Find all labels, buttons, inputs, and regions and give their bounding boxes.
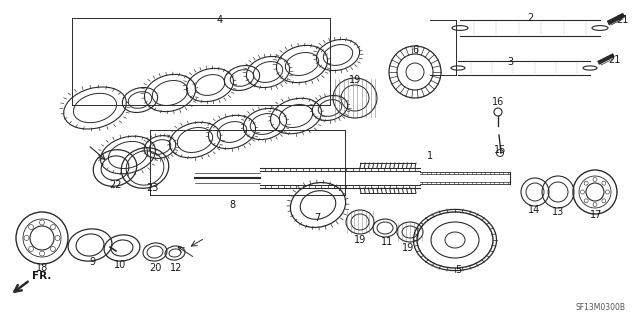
- Text: 21: 21: [616, 15, 628, 25]
- Text: 9: 9: [89, 257, 95, 267]
- Text: FR.: FR.: [32, 271, 51, 281]
- Text: SF13M0300B: SF13M0300B: [575, 303, 625, 313]
- Text: 21: 21: [608, 55, 620, 65]
- Text: 6: 6: [412, 45, 418, 55]
- Text: 5: 5: [455, 265, 461, 275]
- Text: 16: 16: [492, 97, 504, 107]
- Text: 18: 18: [36, 263, 48, 273]
- Text: 4: 4: [217, 15, 223, 25]
- Text: 19: 19: [402, 243, 414, 253]
- Text: 19: 19: [349, 75, 361, 85]
- Text: 1: 1: [427, 151, 433, 161]
- Text: 17: 17: [590, 210, 602, 220]
- Text: 12: 12: [170, 263, 182, 273]
- Text: 20: 20: [149, 263, 161, 273]
- Text: 2: 2: [527, 13, 533, 23]
- Text: 14: 14: [528, 205, 540, 215]
- Text: 19: 19: [354, 235, 366, 245]
- Text: 23: 23: [146, 183, 158, 193]
- Text: 3: 3: [507, 57, 513, 67]
- Text: 22: 22: [109, 180, 121, 190]
- Text: 10: 10: [114, 260, 126, 270]
- Text: 11: 11: [381, 237, 393, 247]
- Text: 8: 8: [229, 200, 235, 210]
- Text: 13: 13: [552, 207, 564, 217]
- Text: 7: 7: [314, 213, 320, 223]
- Text: 15: 15: [494, 145, 506, 155]
